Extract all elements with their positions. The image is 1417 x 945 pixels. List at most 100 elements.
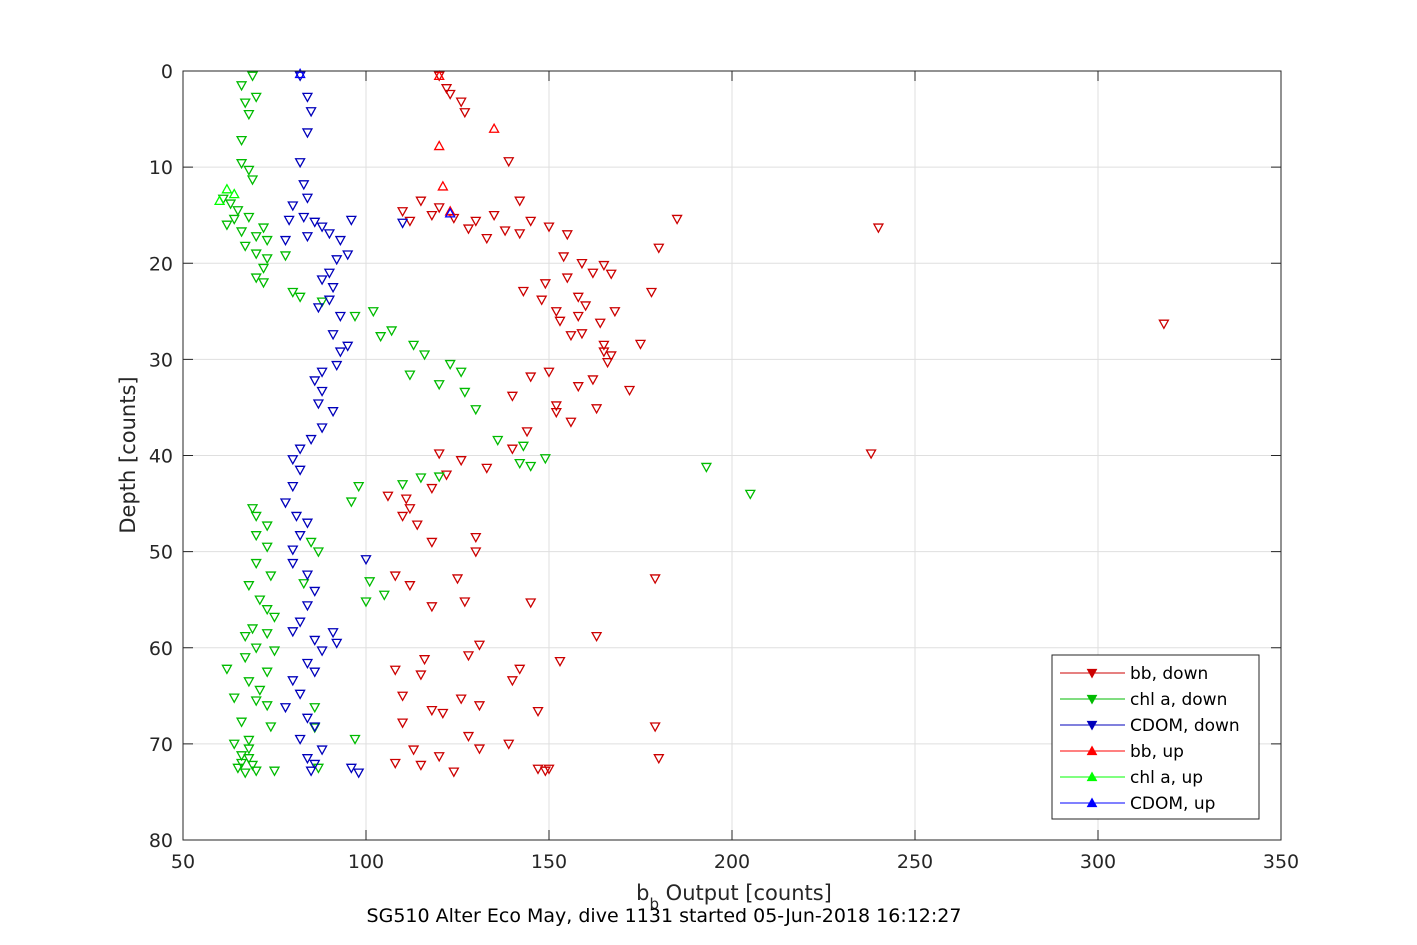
data-point: [235, 758, 248, 769]
data-point: [389, 571, 401, 582]
data-point: [294, 71, 306, 82]
data-point: [455, 97, 467, 108]
data-point: [243, 165, 255, 176]
data-point: [433, 752, 445, 763]
data-point: [250, 558, 262, 569]
legend-marker: [1086, 771, 1098, 782]
y-tick-label: 30: [149, 349, 173, 371]
data-point: [700, 462, 712, 473]
data-point: [287, 676, 299, 687]
data-point: [254, 685, 266, 696]
data-point: [316, 367, 328, 378]
data-point: [250, 766, 262, 777]
data-point: [261, 542, 273, 553]
data-point: [279, 235, 292, 247]
data-point: [561, 273, 573, 284]
data-point: [462, 224, 475, 235]
data-point: [287, 627, 299, 638]
data-point: [539, 454, 551, 465]
legend-label: CDOM, up: [1130, 794, 1215, 814]
data-point: [459, 387, 471, 398]
series-1: [217, 71, 756, 779]
data-point: [334, 235, 346, 247]
data-point: [572, 311, 584, 322]
data-point: [433, 203, 445, 214]
data-point: [415, 670, 427, 681]
data-point: [309, 667, 321, 678]
y-tick-label: 50: [149, 542, 173, 564]
x-ticks: 50 100 150 200 250 300 350: [171, 71, 1299, 873]
data-point: [309, 703, 321, 714]
data-point: [235, 717, 248, 728]
data-point: [503, 157, 515, 168]
data-point: [598, 260, 610, 272]
data-point: [250, 92, 262, 103]
data-point: [400, 494, 412, 505]
data-points: [213, 68, 1170, 779]
data-point: [671, 214, 683, 225]
data-point: [404, 216, 416, 227]
data-point: [316, 423, 328, 434]
data-point: [514, 229, 526, 240]
data-point: [235, 159, 248, 170]
data-point: [444, 89, 456, 100]
data-point: [294, 292, 306, 303]
data-point: [744, 489, 756, 500]
data-point: [462, 731, 475, 743]
data-point: [301, 92, 314, 103]
legend-entry: chl a, down: [1060, 690, 1227, 710]
data-point: [232, 763, 244, 774]
data-point: [312, 547, 325, 558]
data-point: [301, 570, 314, 581]
data-point: [550, 401, 562, 412]
data-point: [554, 316, 566, 327]
series-5: [294, 68, 456, 218]
data-point: [287, 545, 299, 556]
legend-entry: CDOM, down: [1060, 716, 1240, 736]
data-point: [598, 340, 610, 351]
data-point: [353, 768, 365, 779]
data-point: [279, 251, 292, 262]
data-point: [305, 537, 317, 548]
data-point: [250, 511, 262, 522]
data-point: [418, 655, 431, 666]
data-point: [243, 110, 255, 121]
data-point: [301, 713, 314, 724]
data-point: [239, 653, 251, 664]
data-point: [250, 249, 262, 260]
data-point: [649, 574, 661, 585]
data-point: [396, 218, 409, 229]
data-point: [235, 81, 248, 92]
data-point: [404, 370, 416, 381]
data-point: [342, 341, 354, 352]
data-point: [426, 537, 438, 548]
data-point: [367, 307, 379, 318]
data-point: [261, 521, 273, 532]
data-point: [572, 382, 584, 393]
data-point: [331, 638, 343, 649]
data-point: [257, 223, 270, 234]
x-tick-label: 50: [171, 851, 195, 873]
data-point: [294, 158, 306, 169]
data-point: [514, 664, 526, 675]
data-point: [645, 287, 658, 298]
legend-label: bb, up: [1130, 742, 1184, 762]
data-point: [301, 232, 314, 243]
data-point: [309, 722, 321, 733]
data-point: [865, 449, 877, 460]
data-point: [301, 128, 314, 139]
data-point: [554, 656, 566, 668]
data-point: [345, 763, 357, 774]
data-point: [543, 764, 555, 775]
data-point: [1158, 319, 1170, 330]
data-point: [459, 597, 471, 608]
data-point: [228, 693, 240, 704]
data-point: [294, 444, 306, 455]
data-point: [246, 71, 259, 82]
data-point: [455, 456, 467, 467]
data-point: [239, 98, 251, 109]
legend-marker: [1086, 797, 1098, 808]
data-point: [634, 339, 647, 350]
data-point: [576, 329, 588, 340]
y-tick-label: 10: [149, 157, 173, 179]
